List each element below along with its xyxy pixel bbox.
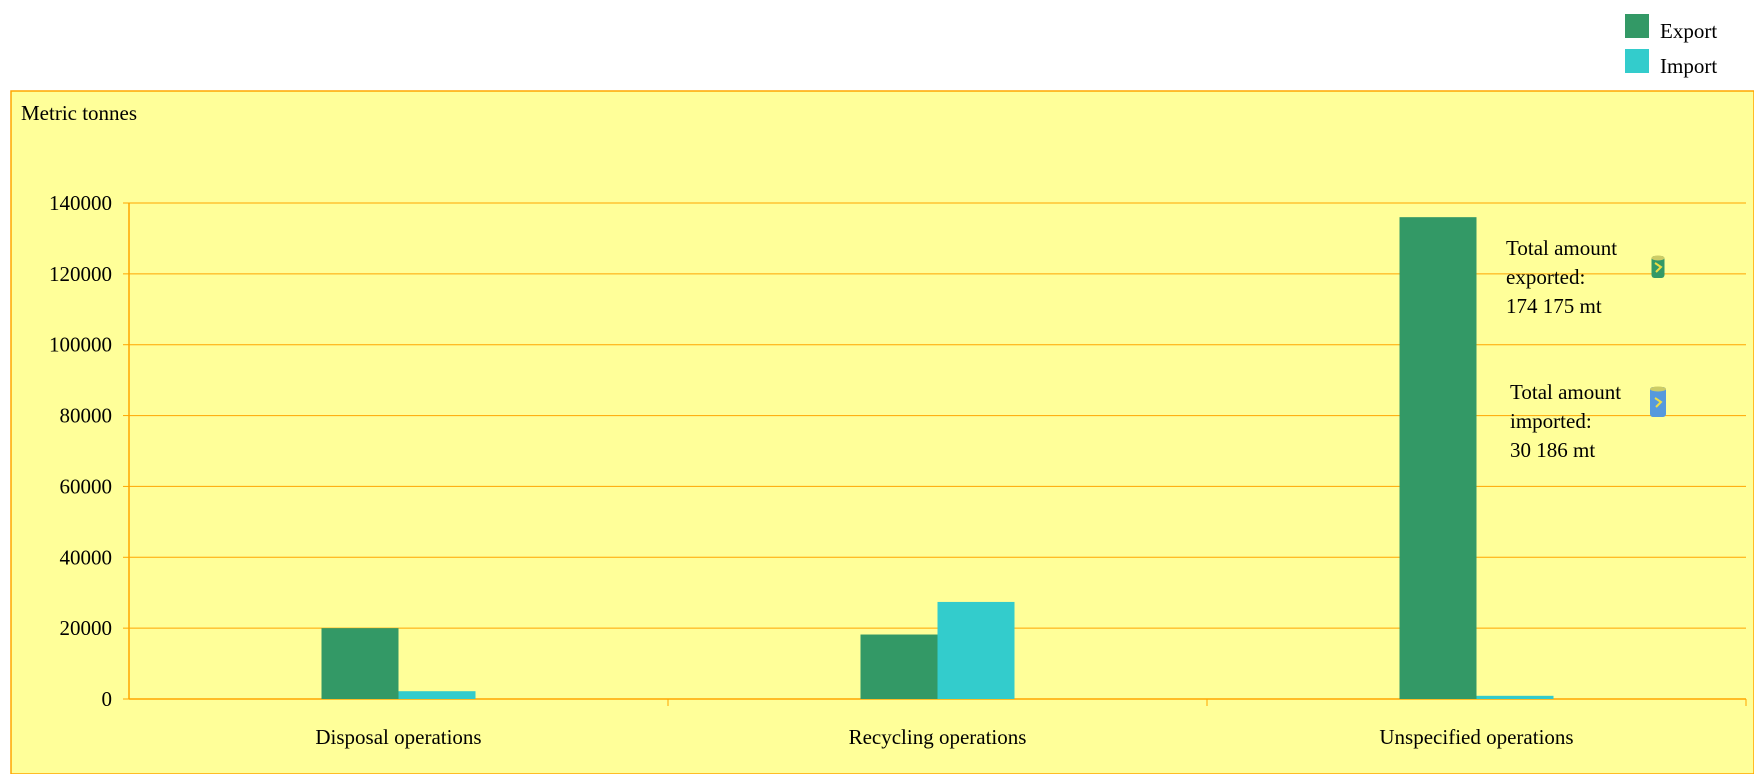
y-axis-label: Metric tonnes bbox=[21, 101, 137, 125]
x-tick-label: Unspecified operations bbox=[1379, 725, 1573, 749]
annotation-text: Total amount exported: 174 175 mt bbox=[1506, 236, 1617, 318]
barrel-body bbox=[1651, 256, 1665, 278]
y-tick-label: 20000 bbox=[60, 616, 113, 640]
x-tick-label: Disposal operations bbox=[315, 725, 481, 749]
annotation-line: 174 175 mt bbox=[1506, 294, 1602, 318]
legend-swatch-import bbox=[1625, 49, 1649, 73]
y-tick-label: 80000 bbox=[60, 404, 113, 428]
bar-export bbox=[860, 634, 938, 699]
y-tick-label: 140000 bbox=[49, 191, 112, 215]
annotation-line: imported: bbox=[1510, 409, 1592, 433]
bar-import bbox=[398, 691, 476, 699]
barrel-symbol bbox=[1654, 262, 1663, 273]
barrel-body bbox=[1650, 387, 1666, 417]
y-tick-label: 100000 bbox=[49, 333, 112, 357]
bars bbox=[321, 217, 1554, 699]
barrel-top bbox=[1650, 386, 1666, 392]
annotation-line: Total amount bbox=[1510, 380, 1621, 404]
legend-label-import: Import bbox=[1660, 54, 1717, 78]
legend-label-export: Export bbox=[1660, 19, 1717, 43]
annotation-line: exported: bbox=[1506, 265, 1585, 289]
barrel-top bbox=[1651, 255, 1665, 261]
bar-import bbox=[1476, 695, 1554, 699]
import-barrel-icon bbox=[1650, 386, 1666, 417]
x-tick-label: Recycling operations bbox=[849, 725, 1027, 749]
legend: Export Import bbox=[1625, 14, 1717, 78]
x-axis-ticks: Disposal operations Recycling operations U… bbox=[315, 699, 1747, 749]
bar-export bbox=[321, 628, 399, 699]
y-tick-label: 0 bbox=[102, 687, 113, 711]
y-tick-label: 60000 bbox=[60, 474, 113, 498]
y-tick-label: 40000 bbox=[60, 545, 113, 569]
y-tick-label: 120000 bbox=[49, 262, 112, 286]
annotation-text: Total amount imported: 30 186 mt bbox=[1510, 380, 1621, 462]
legend-swatch-export bbox=[1625, 14, 1649, 38]
export-barrel-icon bbox=[1651, 255, 1665, 278]
barrel-symbol bbox=[1654, 397, 1663, 408]
annotation-line: Total amount bbox=[1506, 236, 1617, 260]
bar-import bbox=[937, 601, 1015, 699]
bar-export bbox=[1399, 217, 1477, 699]
annotation-line: 30 186 mt bbox=[1510, 438, 1595, 462]
